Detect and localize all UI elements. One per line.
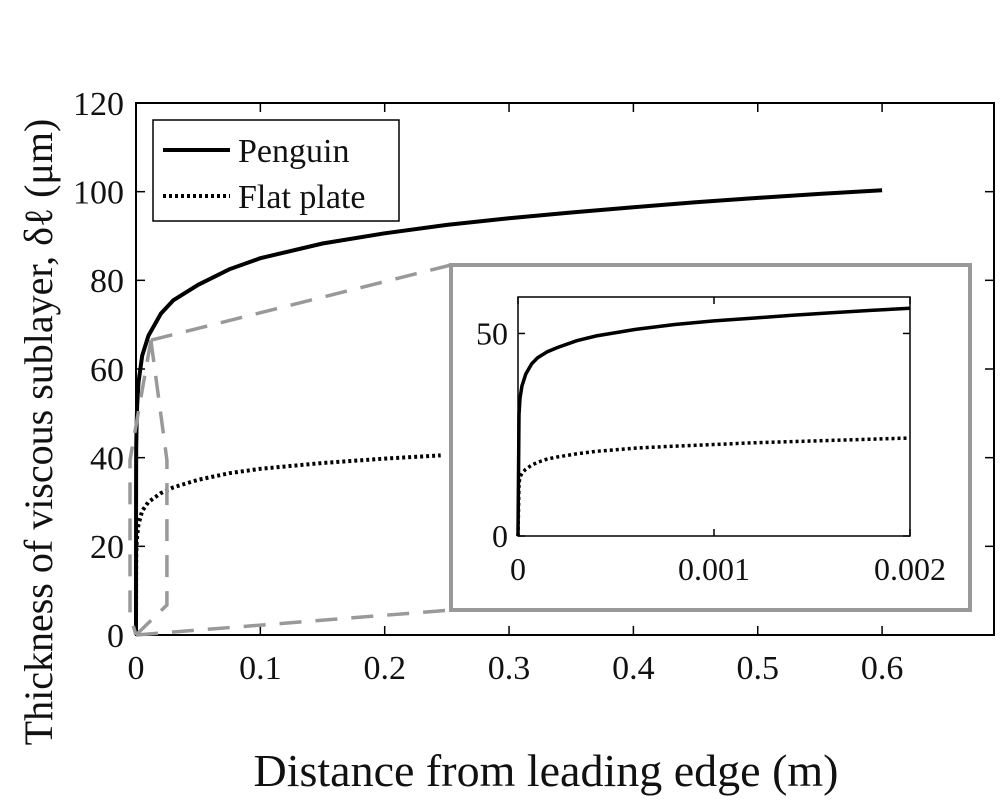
zoom-connector — [128, 263, 452, 637]
main-y-tick-label: 60 — [90, 352, 124, 389]
zoom-connector-top — [150, 263, 452, 342]
main-x-tick-label: 0.6 — [861, 650, 904, 687]
inset-series-2-line — [516, 436, 911, 537]
inset-axis-ticks: 0 0.001 0.002 0 50 — [476, 297, 946, 587]
zoom-region-outline — [128, 339, 169, 637]
main-x-tick-label: 0 — [128, 650, 145, 687]
main-x-tick-label: 0.3 — [488, 650, 531, 687]
inset-plot-lines — [516, 306, 911, 537]
x-axis-title: Distance from leading edge (m) — [254, 745, 839, 796]
main-y-tick-label: 80 — [90, 263, 124, 300]
main-y-tick-label: 100 — [73, 175, 124, 212]
main-y-tick-label: 20 — [90, 529, 124, 566]
main-y-tick-label: 120 — [73, 86, 124, 123]
legend-penguin-label: Penguin — [238, 133, 349, 170]
main-x-tick-label: 0.4 — [612, 650, 655, 687]
main-axis-ticks: 0 0.1 0.2 0.3 0.4 0.5 0.6 0 20 40 60 80 100 120 — [73, 86, 994, 687]
main-x-tick-label: 0.5 — [736, 650, 779, 687]
inset-x-tick-label: 0 — [510, 551, 526, 587]
inset-x-tick-label: 0.002 — [874, 551, 946, 587]
y-axis-title: Thickness of viscous sublayer, δℓ (μm) — [16, 119, 61, 746]
main-x-tick-label: 0.1 — [239, 650, 282, 687]
legend-box — [152, 119, 400, 222]
inset-series-1-line — [516, 306, 911, 537]
inset-y-tick-label: 0 — [492, 518, 508, 554]
legend: Penguin Flat plate — [152, 119, 400, 222]
zoom-connector-bottom — [135, 608, 452, 637]
main-y-tick-label: 0 — [107, 618, 124, 655]
inset-y-tick-label: 50 — [476, 316, 508, 352]
main-y-tick-label: 40 — [90, 441, 124, 478]
inset-x-tick-label: 0.001 — [678, 551, 750, 587]
legend-flat-plate-label: Flat plate — [238, 179, 365, 216]
main-x-tick-label: 0.2 — [363, 650, 406, 687]
